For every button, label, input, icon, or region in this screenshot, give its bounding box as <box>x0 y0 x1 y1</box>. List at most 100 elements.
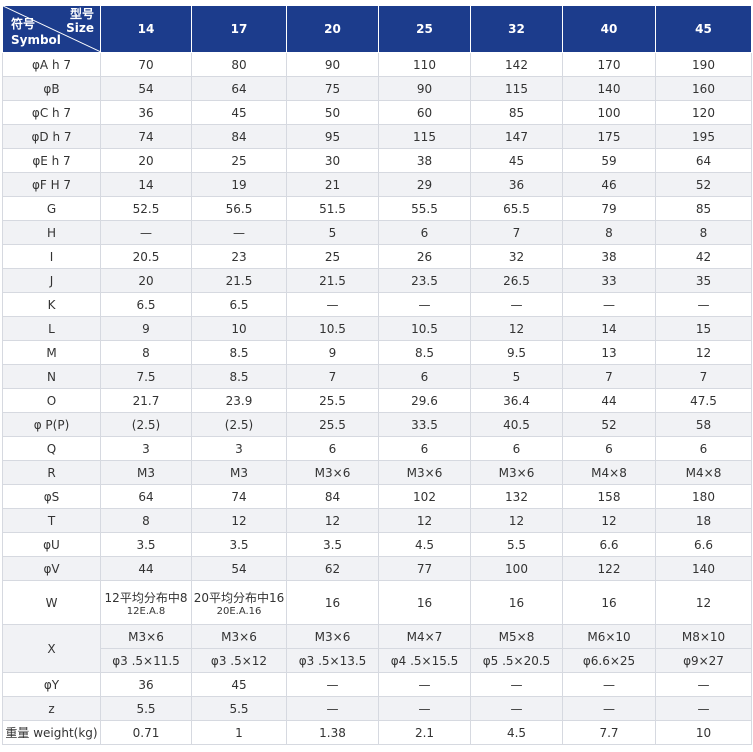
cell: 132 <box>470 484 563 509</box>
cell: 20平均分布中16 20E.A.16 <box>191 580 287 625</box>
row: R M3 M3 M3×6 M3×6 M3×6 M4×8 M4×8 <box>2 460 752 485</box>
cell: 8 <box>655 220 752 245</box>
cell: 62 <box>286 556 379 581</box>
cell: 21.5 <box>286 268 379 293</box>
cell: 8 <box>562 220 656 245</box>
row-label: φY <box>2 672 101 697</box>
row-label: N <box>2 364 101 389</box>
cell: 6.5 <box>191 292 287 317</box>
cell: 16 <box>378 580 471 625</box>
cell: 5 <box>470 364 563 389</box>
cell: M3×6 <box>286 460 379 485</box>
cell: 180 <box>655 484 752 509</box>
cell: 6.6 <box>562 532 656 557</box>
row-label: φS <box>2 484 101 509</box>
cell: 74 <box>100 124 192 149</box>
cell: 12 <box>562 508 656 533</box>
row-label: W <box>2 580 101 625</box>
cell: 100 <box>470 556 563 581</box>
row: φS 64 74 84 102 132 158 180 <box>2 484 752 509</box>
cell: 56.5 <box>191 196 287 221</box>
cell: 45 <box>191 100 287 125</box>
cell: 16 <box>470 580 563 625</box>
row: I 20.5 23 25 26 32 38 42 <box>2 244 752 269</box>
cell: 45 <box>470 148 563 173</box>
cell: 26.5 <box>470 268 563 293</box>
cell-text: 12平均分布中8 <box>104 590 188 605</box>
cell: 3 <box>100 436 192 461</box>
cell: 35 <box>655 268 752 293</box>
row: M 8 8.5 9 8.5 9.5 13 12 <box>2 340 752 365</box>
cell: 140 <box>655 556 752 581</box>
cell: — <box>655 292 752 317</box>
cell: 8 <box>100 508 192 533</box>
row: φ3 .5×11.5 φ3 .5×12 φ3 .5×13.5 φ4 .5×15.5 φ5… <box>3 648 752 673</box>
row: X M3×6 M3×6 M3×6 M4×7 M5×8 M6×10 M8×10 <box>2 624 752 673</box>
cell: 7.5 <box>100 364 192 389</box>
size-header: 25 <box>378 5 471 53</box>
cell: 115 <box>378 124 471 149</box>
cell: 52 <box>655 172 752 197</box>
cell: 19 <box>191 172 287 197</box>
cell: 74 <box>191 484 287 509</box>
cell: 80 <box>191 52 287 77</box>
row-label: H <box>2 220 101 245</box>
cell: M3 <box>100 460 192 485</box>
cell: — <box>378 292 471 317</box>
cell: M3 <box>191 460 287 485</box>
cell: 12 <box>655 340 752 365</box>
cell: M3×6 <box>286 624 379 649</box>
cell: 12 <box>286 508 379 533</box>
cell: — <box>470 696 563 721</box>
row-label: φD h 7 <box>2 124 101 149</box>
cell: 26 <box>378 244 471 269</box>
cell: 44 <box>562 388 656 413</box>
row: φB 54 64 75 90 115 140 160 <box>2 76 752 101</box>
row-label: G <box>2 196 101 221</box>
cell: 3.5 <box>286 532 379 557</box>
cell: M6×10 <box>562 624 656 649</box>
cell: 6 <box>378 220 471 245</box>
row: φF H 7 14 19 21 29 36 46 52 <box>2 172 752 197</box>
cell: 4.5 <box>378 532 471 557</box>
cell: 7 <box>655 364 752 389</box>
cell: M4×8 <box>562 460 656 485</box>
size-header: 40 <box>562 5 656 53</box>
cell: 6 <box>562 436 656 461</box>
cell: 32 <box>470 244 563 269</box>
cell: — <box>655 696 752 721</box>
cell: 54 <box>100 76 192 101</box>
cell: 23 <box>191 244 287 269</box>
cell: 1.38 <box>286 720 379 745</box>
cell: 38 <box>378 148 471 173</box>
cell: 7 <box>470 220 563 245</box>
cell: 18 <box>655 508 752 533</box>
row: O 21.7 23.9 25.5 29.6 36.4 44 47.5 <box>2 388 752 413</box>
cell-text: 20平均分布中16 <box>193 590 285 605</box>
cell: 46 <box>562 172 656 197</box>
cell: 6 <box>378 436 471 461</box>
cell: 12 <box>655 580 752 625</box>
cell: 6.5 <box>100 292 192 317</box>
cell: 25 <box>286 244 379 269</box>
cell: — <box>562 292 656 317</box>
cell: 9.5 <box>470 340 563 365</box>
cell: 9 <box>100 316 192 341</box>
cell: 3.5 <box>100 532 192 557</box>
cell: 59 <box>562 148 656 173</box>
row: φD h 7 74 84 95 115 147 175 195 <box>2 124 752 149</box>
cell: 12平均分布中8 12E.A.8 <box>100 580 192 625</box>
cell: 195 <box>655 124 752 149</box>
cell: 14 <box>100 172 192 197</box>
cell: 16 <box>562 580 656 625</box>
cell: M4×7 <box>378 624 471 649</box>
cell: 5 <box>286 220 379 245</box>
cell: M3×6 <box>378 460 471 485</box>
cell: 6.6 <box>655 532 752 557</box>
cell: 58 <box>655 412 752 437</box>
row: φU 3.5 3.5 3.5 4.5 5.5 6.6 6.6 <box>2 532 752 557</box>
cell: — <box>100 220 192 245</box>
cell: 6 <box>655 436 752 461</box>
cell: 44 <box>100 556 192 581</box>
